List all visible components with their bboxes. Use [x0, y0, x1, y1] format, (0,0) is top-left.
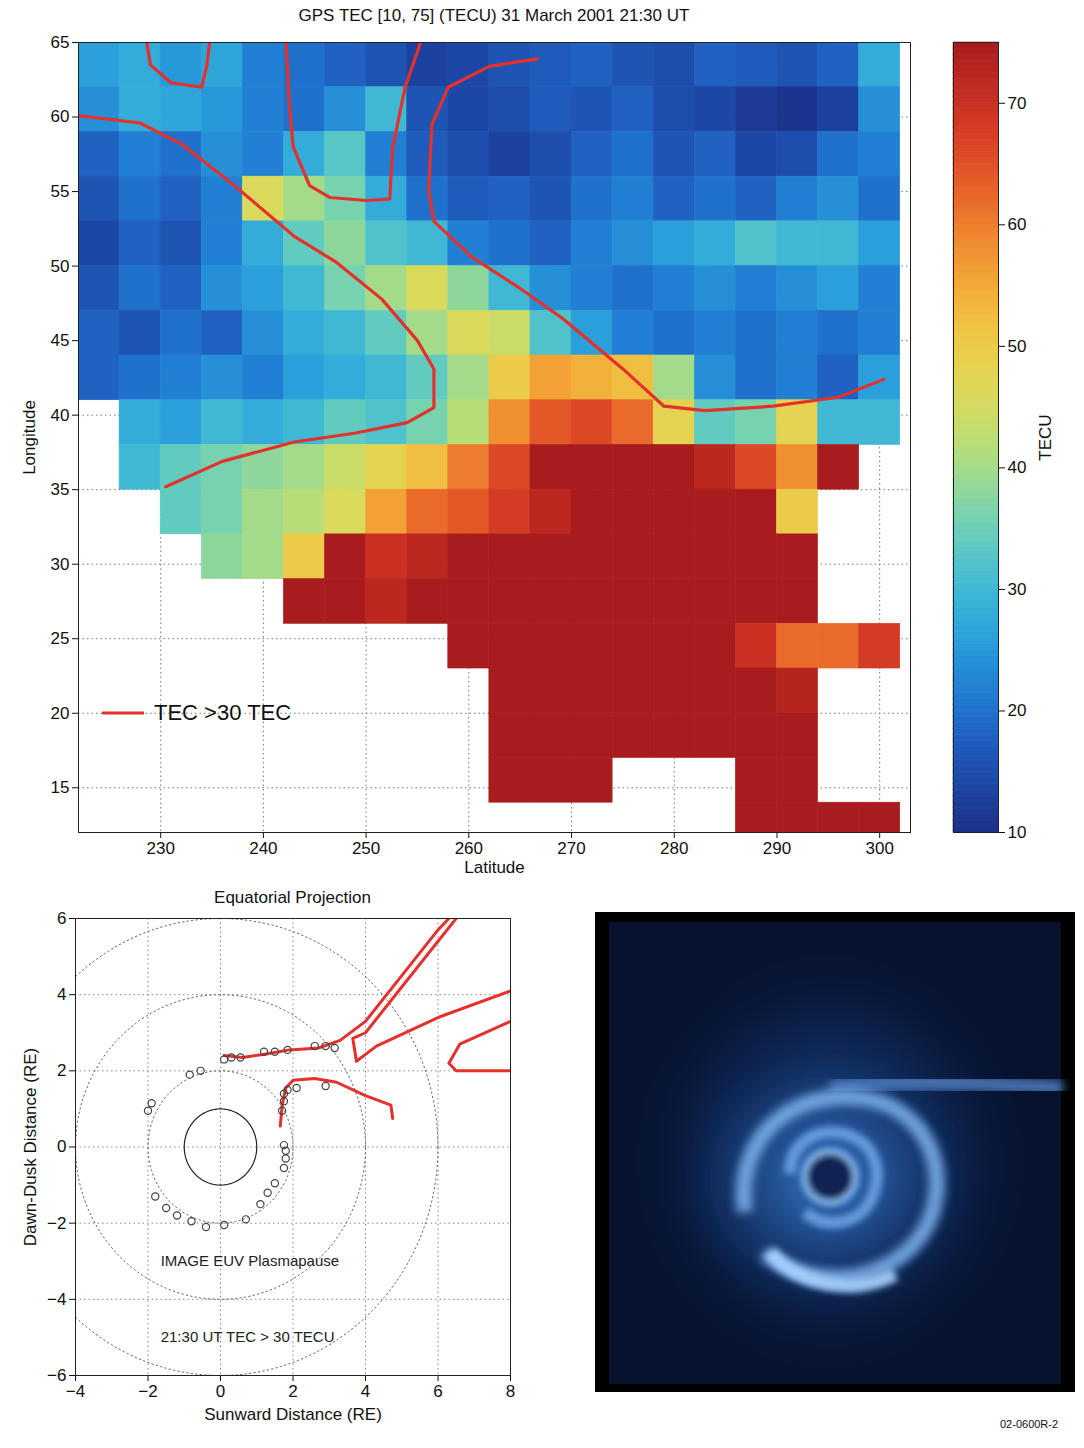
html-text:Equatorial Projection: Equatorial Projection [214, 888, 371, 907]
svg-text:Longitude: Longitude [20, 400, 39, 475]
svg-text:300: 300 [865, 839, 893, 858]
svg-text:50: 50 [1008, 337, 1027, 356]
svg-text:6: 6 [57, 910, 66, 928]
svg-text:15: 15 [51, 778, 70, 797]
svg-text:−4: −4 [66, 1382, 85, 1401]
svg-text:Latitude: Latitude [464, 858, 525, 877]
html-text:02-0600R-2: 02-0600R-2 [1000, 1418, 1059, 1430]
svg-text:25: 25 [51, 629, 70, 648]
svg-text:−2: −2 [138, 1382, 157, 1401]
svg-text:290: 290 [763, 839, 791, 858]
svg-text:0: 0 [57, 1137, 66, 1156]
svg-text:−2: −2 [47, 1214, 66, 1233]
html-text:TEC >30 TEC: TEC >30 TEC [154, 700, 292, 725]
svg-text:35: 35 [51, 480, 70, 499]
svg-text:IMAGE EUV Plasmapause: IMAGE EUV Plasmapause [161, 1252, 339, 1269]
svg-text:30: 30 [1008, 580, 1027, 599]
svg-text:0: 0 [216, 1382, 225, 1401]
svg-text:40: 40 [51, 406, 70, 425]
svg-text:30: 30 [51, 555, 70, 574]
svg-text:280: 280 [660, 839, 688, 858]
svg-text:21:30 UT TEC > 30 TECU: 21:30 UT TEC > 30 TECU [161, 1328, 335, 1345]
svg-text:2: 2 [288, 1382, 297, 1401]
svg-text:4: 4 [57, 985, 66, 1004]
svg-text:270: 270 [557, 839, 585, 858]
svg-text:4: 4 [361, 1382, 370, 1401]
svg-text:230: 230 [146, 839, 174, 858]
svg-text:20: 20 [51, 704, 70, 723]
svg-text:6: 6 [433, 1382, 442, 1401]
html-text:GPS TEC [10, 75] (TECU) 31 Mar: GPS TEC [10, 75] (TECU) 31 March 2001 21… [298, 6, 690, 25]
svg-text:70: 70 [1008, 94, 1027, 113]
svg-text:10: 10 [1008, 823, 1027, 842]
svg-text:40: 40 [1008, 458, 1027, 477]
svg-text:−4: −4 [47, 1290, 66, 1309]
svg-text:Sunward Distance (RE): Sunward Distance (RE) [204, 1405, 382, 1424]
svg-text:Dawn-Dusk Distance (RE): Dawn-Dusk Distance (RE) [21, 1048, 40, 1246]
svg-text:50: 50 [51, 257, 70, 276]
svg-text:65: 65 [51, 33, 70, 52]
svg-text:240: 240 [249, 839, 277, 858]
svg-text:TECU: TECU [1036, 414, 1055, 460]
svg-text:60: 60 [51, 107, 70, 126]
svg-text:−6: −6 [47, 1366, 66, 1385]
svg-text:45: 45 [51, 331, 70, 350]
svg-text:2: 2 [57, 1061, 66, 1080]
svg-text:250: 250 [352, 839, 380, 858]
svg-text:8: 8 [506, 1382, 515, 1401]
svg-text:20: 20 [1008, 701, 1027, 720]
svg-text:55: 55 [51, 182, 70, 201]
svg-text:260: 260 [455, 839, 483, 858]
svg-text:60: 60 [1008, 215, 1027, 234]
